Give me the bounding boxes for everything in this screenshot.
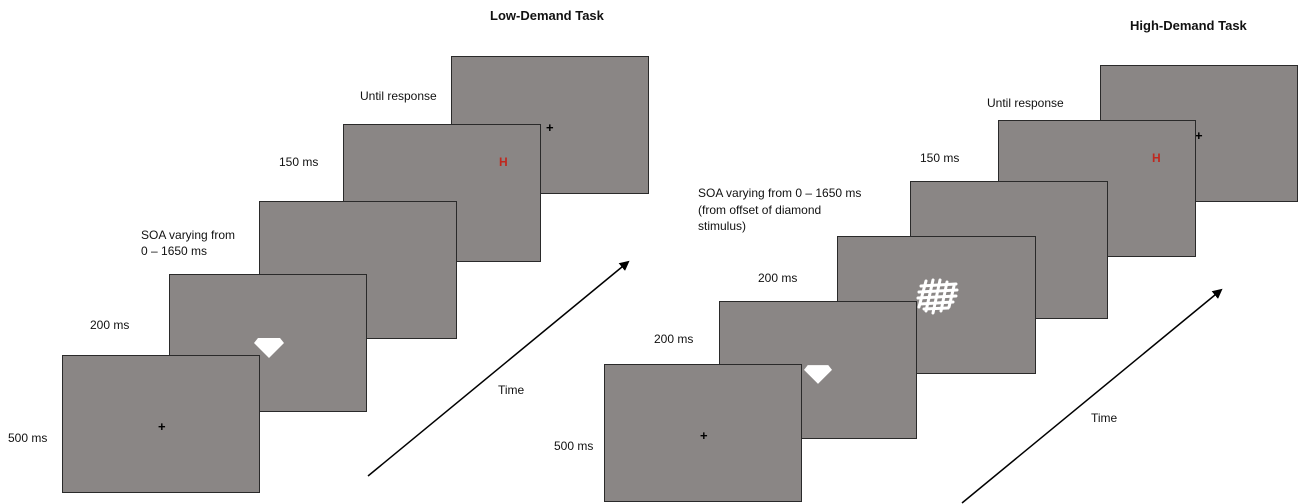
low-label-soa-line2: 0 – 1650 ms <box>141 244 208 258</box>
diamond-stimulus-icon <box>804 365 832 384</box>
high-label-until-response: Until response <box>987 96 1064 110</box>
high-label-soa-line2: (from offset of diamond <box>698 203 822 217</box>
low-label-200ms: 200 ms <box>90 318 130 332</box>
low-demand-title: Low-Demand Task <box>490 8 604 23</box>
low-fixation-cross: + <box>158 419 166 434</box>
high-label-500ms: 500 ms <box>554 439 594 453</box>
high-label-200ms: 200 ms <box>654 332 694 346</box>
high-target-letter: H <box>1152 151 1161 165</box>
low-label-until-response: Until response <box>360 89 437 103</box>
high-response-fixation: + <box>1195 128 1203 143</box>
high-label-200ms-mask: 200 ms <box>758 271 798 285</box>
low-time-label: Time <box>498 383 525 397</box>
low-label-soa-line1: SOA varying from <box>141 228 236 242</box>
high-fixation-screen: + <box>604 364 802 502</box>
high-time-label: Time <box>1091 411 1118 425</box>
high-label-150ms: 150 ms <box>920 151 960 165</box>
low-response-fixation: + <box>546 120 554 135</box>
diamond-stimulus-icon <box>254 338 284 358</box>
high-label-soa-line3: stimulus) <box>698 219 747 233</box>
high-fixation-cross: + <box>700 428 708 443</box>
low-target-letter: H <box>499 155 508 169</box>
low-fixation-screen: + <box>62 355 260 493</box>
high-demand-title: High-Demand Task <box>1130 18 1247 33</box>
low-label-150ms: 150 ms <box>279 155 319 169</box>
crosshatch-mask-icon <box>916 278 959 315</box>
high-label-soa-line1: SOA varying from 0 – 1650 ms <box>698 186 862 200</box>
low-label-500ms: 500 ms <box>8 431 48 445</box>
